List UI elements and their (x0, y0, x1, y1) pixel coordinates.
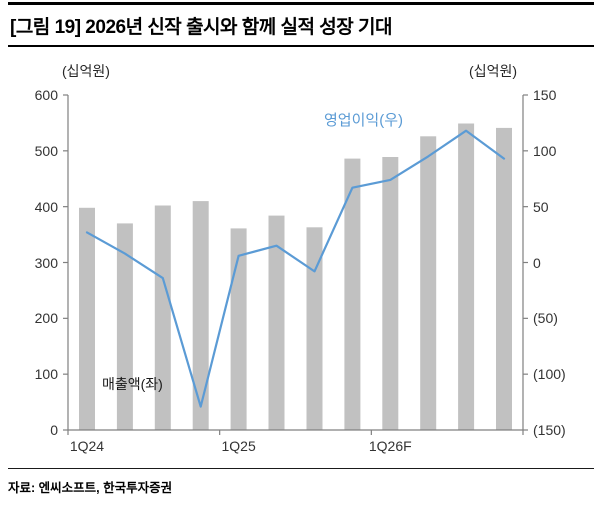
bar-1Q25 (230, 228, 247, 430)
bar-4Q26F (496, 127, 512, 431)
bar-3Q26F (458, 123, 475, 430)
right-axis-tick-label: 50 (533, 198, 549, 215)
bar-4Q24 (192, 201, 209, 430)
right-axis-tick-label: 100 (533, 142, 557, 159)
line-series-label: 영업이익(우) (324, 112, 403, 129)
bar-1Q26F (382, 157, 399, 430)
bar-3Q25 (306, 227, 323, 430)
right-axis-tick-label: (50) (533, 310, 558, 327)
left-axis-tick-label: 300 (34, 254, 58, 271)
x-axis-tick-label: 1Q24 (69, 438, 105, 454)
bar-2Q25 (268, 215, 285, 430)
operating-profit-line (85, 129, 506, 408)
x-axis-tick-label: 1Q26F (368, 438, 412, 454)
left-axis-tick-label: 200 (34, 310, 58, 327)
title-divider (8, 45, 594, 47)
footer-divider (8, 468, 594, 469)
left-axis-tick-label: 0 (50, 422, 58, 438)
bar-2Q24 (116, 223, 133, 430)
right-axis-tick-label: 150 (533, 87, 557, 103)
bar-4Q25 (344, 158, 361, 430)
top-rule (8, 2, 594, 5)
left-axis-tick-label: 400 (34, 198, 58, 215)
right-axis-tick-label: (150) (533, 422, 566, 438)
bar-series-label: 매출액(좌) (102, 376, 163, 392)
right-axis-tick-label: 0 (533, 254, 541, 271)
figure-title: [그림 19] 2026년 신작 출시와 함께 실적 성장 기대 (10, 17, 392, 38)
bar-2Q26F (420, 136, 437, 431)
bar-3Q24 (154, 205, 171, 430)
left-axis-tick-label: 100 (34, 366, 58, 383)
source-note: 자료: 엔씨소프트, 한국투자증권 (8, 481, 173, 495)
left-axis-tick-label: 600 (34, 87, 58, 103)
x-axis-tick-label: 1Q25 (221, 438, 256, 454)
right-axis-tick-label: (100) (533, 366, 566, 383)
left-axis-tick-label: 500 (34, 142, 58, 159)
left-axis-unit: (십억원) (62, 63, 110, 79)
right-axis-unit: (십억원) (469, 63, 517, 79)
bar-1Q24 (79, 207, 95, 430)
